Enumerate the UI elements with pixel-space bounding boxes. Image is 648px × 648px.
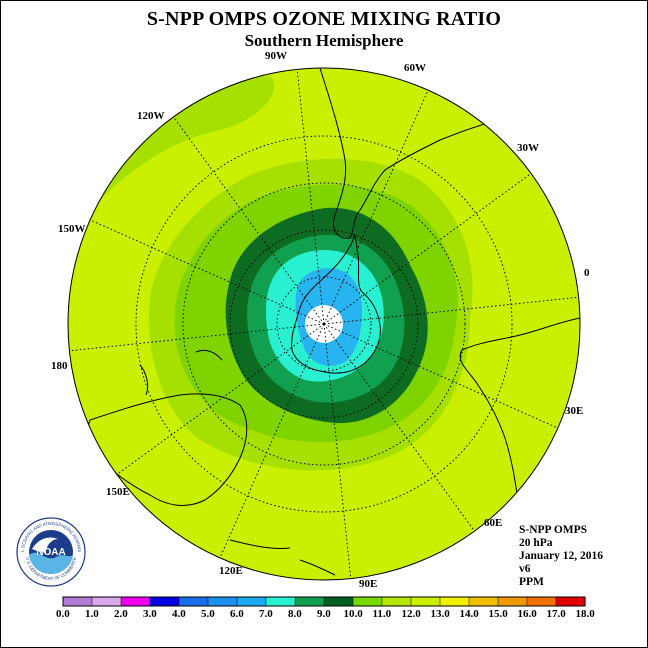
lon-label-60w: 60W <box>404 62 426 74</box>
colorbar-tick-label: 18.0 <box>575 608 595 620</box>
lon-label-90e: 90E <box>359 578 378 590</box>
colorbar-box-10-11 <box>352 596 383 607</box>
colorbar-tick-label: 4.0 <box>172 608 186 620</box>
colorbar-box-3-4 <box>149 596 180 607</box>
lon-label-180: 180 <box>51 360 68 372</box>
lon-label-60e: 60E <box>484 517 503 529</box>
colorbar-box-4-5 <box>178 596 209 607</box>
meridian-line <box>323 323 559 429</box>
map-disk <box>68 68 580 580</box>
colorbar-tick-label: 12.0 <box>401 608 421 620</box>
lon-label-30w: 30W <box>517 142 539 154</box>
colorbar-box-1-2 <box>91 596 122 607</box>
colorbar-tick-label: 15.0 <box>488 608 508 620</box>
meridian-line <box>89 219 325 325</box>
info-units: PPM <box>519 576 544 588</box>
lon-label-120e: 120E <box>219 565 243 577</box>
colorbar-box-11-12 <box>381 596 412 607</box>
meridian-line <box>173 116 325 325</box>
coast-south-america <box>319 68 499 239</box>
colorbar-tick-label: 1.0 <box>85 608 99 620</box>
colorbar-tick-label: 3.0 <box>143 608 157 620</box>
colorbar-box-8-9 <box>294 596 325 607</box>
info-block: S-NPP OMPS 20 hPa January 12, 2016 v6 PP… <box>519 524 603 589</box>
colorbar-tick-label: 5.0 <box>201 608 215 620</box>
colorbar-box-5-6 <box>207 596 238 607</box>
latitude-circle-4 <box>135 135 513 513</box>
colorbar-box-17-18 <box>555 596 586 607</box>
colorbar-box-14-15 <box>468 596 499 607</box>
coast-new-zealand <box>139 349 223 396</box>
colorbar-box-12-13 <box>410 596 441 607</box>
meridian-line <box>296 69 325 325</box>
meridian-line <box>323 323 475 532</box>
colorbar-tick-label: 17.0 <box>546 608 566 620</box>
colorbar-boxes <box>62 596 586 607</box>
colorbar-box-6-7 <box>236 596 267 607</box>
coast-antarctica <box>291 234 381 374</box>
graticule <box>69 69 579 579</box>
map-outline <box>67 67 581 581</box>
info-level: 20 hPa <box>519 537 553 549</box>
latitude-circle-1 <box>276 276 372 372</box>
coast-africa <box>459 317 580 501</box>
colorbar-tick-label: 6.0 <box>230 608 244 620</box>
meridian-lines <box>69 69 579 579</box>
colorbar-tick-label: 11.0 <box>372 608 392 620</box>
colorbar-tick-label: 2.0 <box>114 608 128 620</box>
map-title: S-NPP OMPS OZONE MIXING RATIO <box>146 8 502 30</box>
meridian-line <box>323 296 579 325</box>
logo-text: NOAA <box>36 547 65 558</box>
lon-label-150w: 150W <box>58 223 86 235</box>
colorbar-outline <box>62 596 586 607</box>
meridian-line <box>323 173 532 325</box>
colorbar-box-0-1 <box>62 596 93 607</box>
colorbar-tick-label: 10.0 <box>343 608 363 620</box>
lon-label-30e: 30E <box>565 405 584 417</box>
colorbar-box-9-10 <box>323 596 354 607</box>
colorbar-box-7-8 <box>265 596 296 607</box>
colorbar-tick-label: 13.0 <box>430 608 450 620</box>
map-subtitle: Southern Hemisphere <box>244 31 404 50</box>
ozone-contour-upper-left <box>70 76 275 200</box>
colorbar-box-2-3 <box>120 596 151 607</box>
lon-label-0: 0 <box>584 267 590 279</box>
meridian-line <box>323 89 429 325</box>
meridian-line <box>219 323 325 559</box>
colorbar-box-13-14 <box>439 596 470 607</box>
lon-label-120w: 120W <box>137 110 165 122</box>
noaa-logo: NOAA NATIONAL OCEANIC AND ATMOSPHERIC AD… <box>16 517 86 587</box>
colorbar-tick-label: 14.0 <box>459 608 479 620</box>
latitude-circle-2 <box>229 229 419 419</box>
colorbar-tick-label: 9.0 <box>317 608 331 620</box>
colorbar-tick-label: 16.0 <box>517 608 537 620</box>
colorbar-tick-label: 8.0 <box>288 608 302 620</box>
lon-label-90w: 90W <box>265 50 287 62</box>
colorbar-tick-label: 0.0 <box>56 608 70 620</box>
info-version: v6 <box>519 563 531 575</box>
info-instrument: S-NPP OMPS <box>519 524 588 536</box>
meridian-line <box>323 323 352 579</box>
coast-islands <box>229 539 343 580</box>
latitude-circle-3 <box>182 182 466 466</box>
colorbar-box-15-16 <box>497 596 528 607</box>
lon-label-150e: 150E <box>106 486 130 498</box>
info-date: January 12, 2016 <box>519 550 604 562</box>
meridian-line <box>116 323 325 475</box>
meridian-line <box>69 323 325 352</box>
colorbar-box-16-17 <box>526 596 557 607</box>
colorbar-tick-label: 7.0 <box>259 608 273 620</box>
